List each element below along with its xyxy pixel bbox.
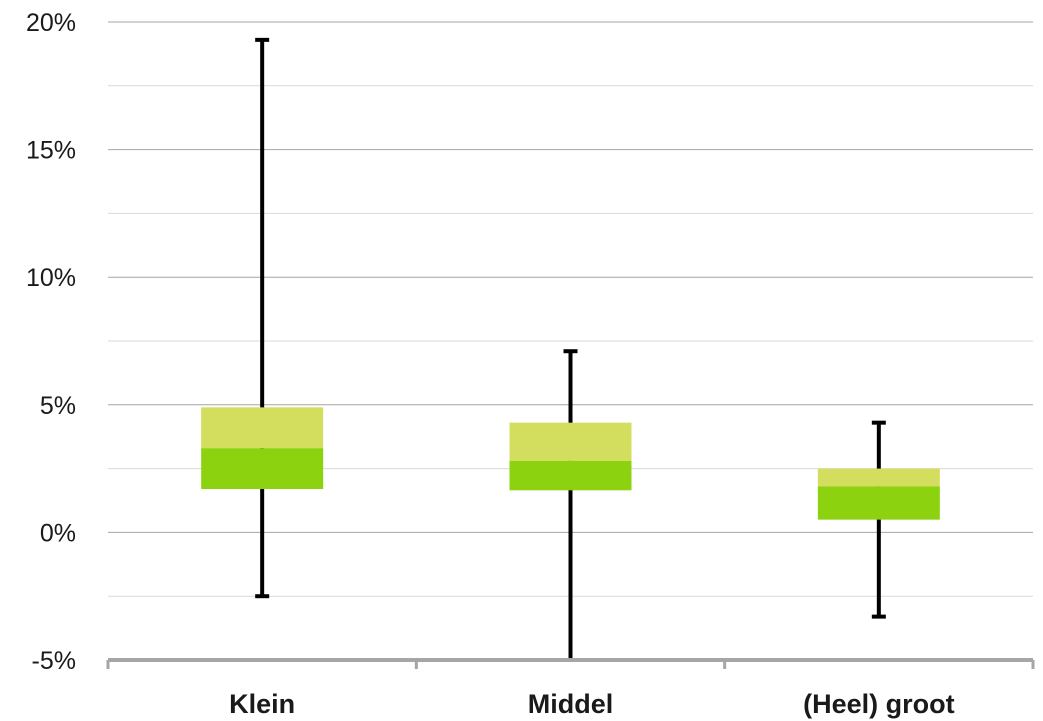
upper-box-q3-median (817, 468, 940, 487)
y-axis-tick-labels: -5% 0% 5% 10% 15% 20% (26, 9, 76, 675)
lower-box-median-q1 (817, 486, 940, 520)
x-axis (106, 658, 1035, 669)
x-category-label: Klein (229, 689, 295, 719)
box-1 (509, 349, 632, 662)
x-category-label: (Heel) groot (803, 689, 955, 719)
box-2 (817, 420, 940, 619)
boxes (201, 37, 940, 662)
y-tick-label: 10% (26, 264, 76, 292)
lower-box-median-q1 (509, 460, 632, 491)
box-0 (201, 37, 324, 599)
lower-box-median-q1 (201, 448, 324, 490)
y-tick-label: 20% (26, 9, 76, 37)
x-axis-category-labels: Klein Middel (Heel) groot (229, 689, 954, 719)
y-tick-label: -5% (32, 647, 76, 675)
x-category-label: Middel (528, 689, 614, 719)
y-tick-label: 15% (26, 137, 76, 165)
upper-box-q3-median (509, 422, 632, 461)
y-tick-label: 0% (40, 519, 76, 547)
upper-box-q3-median (201, 407, 324, 449)
y-tick-label: 5% (40, 392, 76, 420)
